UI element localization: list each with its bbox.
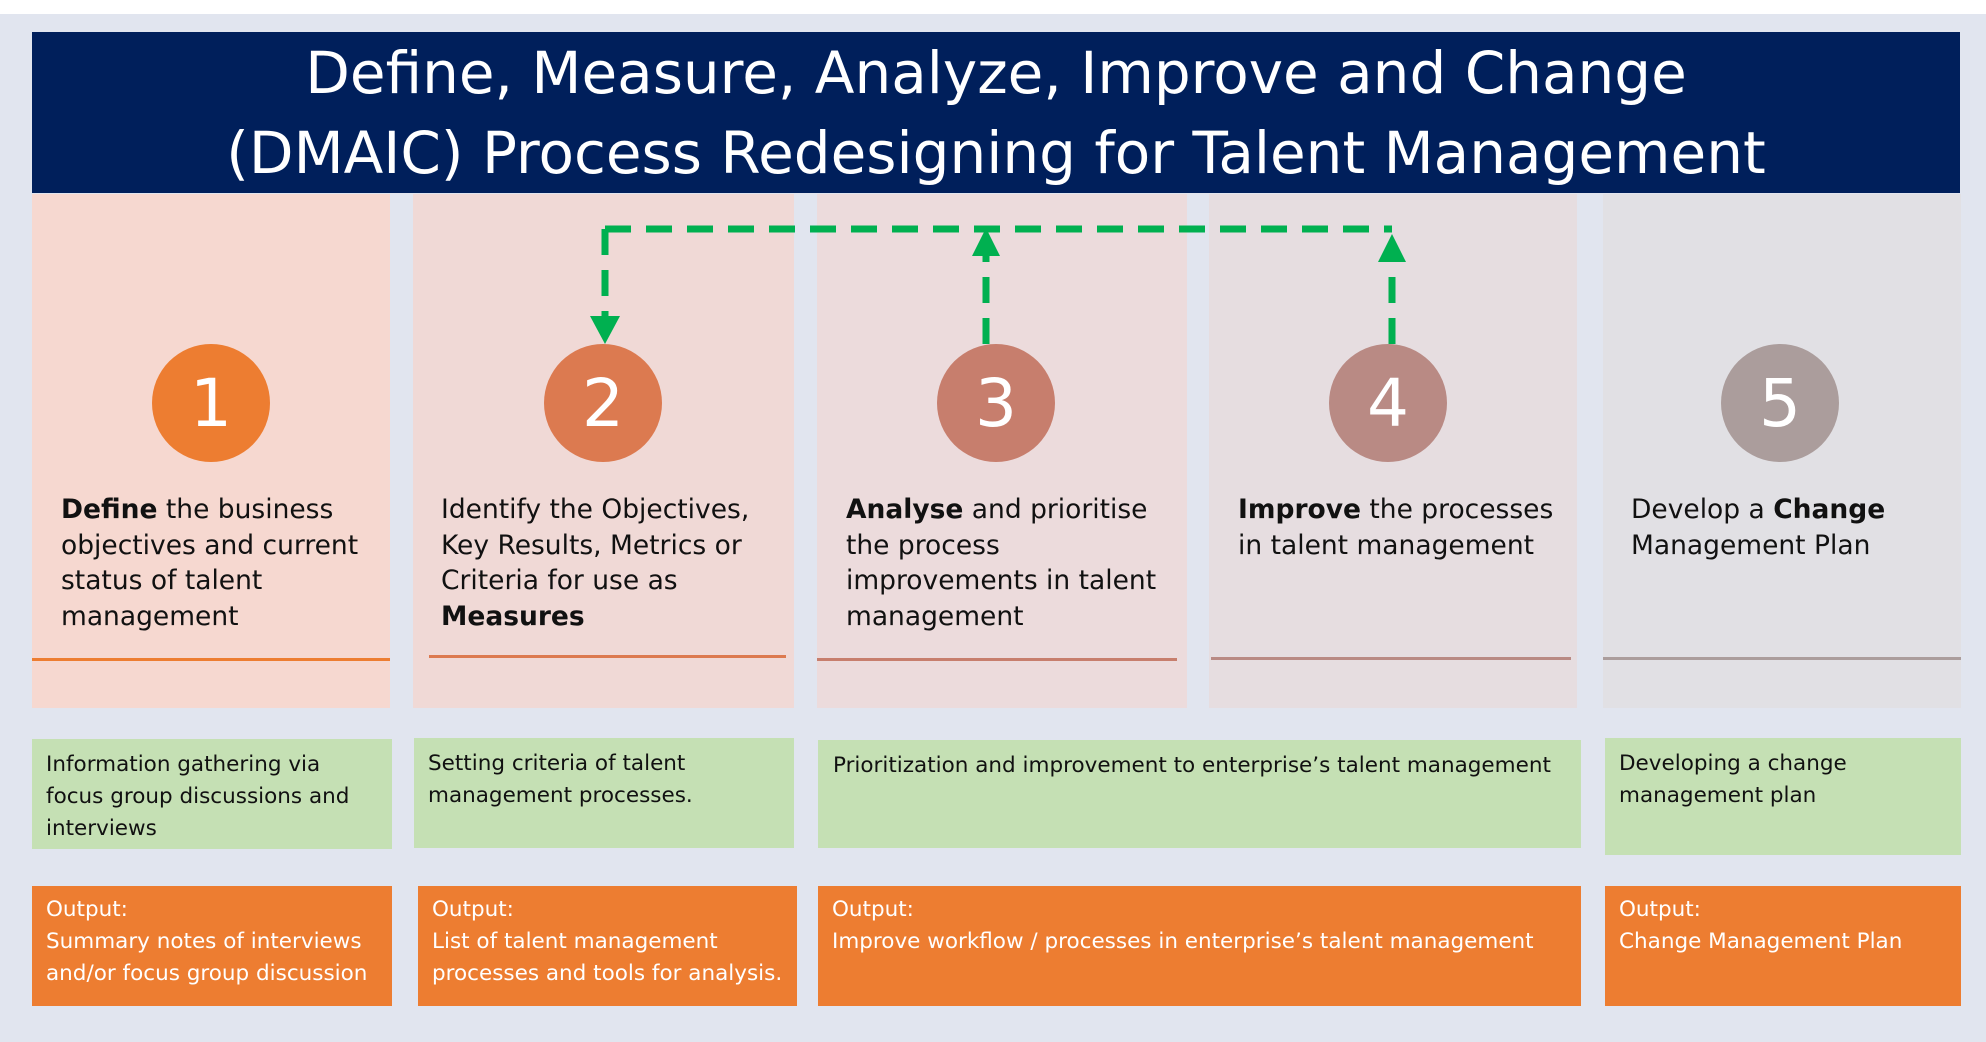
step-number-circle: 2 xyxy=(544,344,662,462)
step-number-circle: 4 xyxy=(1329,344,1447,462)
step-description-4: Improve the processes in talent manageme… xyxy=(1238,494,1554,561)
activity-box-1: Information gathering via focus group di… xyxy=(32,739,392,849)
step-description-1: Define the business objectives and curre… xyxy=(61,494,359,632)
title-line-2: (DMAIC) Process Redesigning for Talent M… xyxy=(226,118,1766,187)
output-text: Improve workflow / processes in enterpri… xyxy=(832,929,1534,954)
step-divider-3 xyxy=(817,658,1177,661)
output-box-1: Output: Summary notes of interviews and/… xyxy=(32,886,392,1006)
output-text: Change Management Plan xyxy=(1619,929,1903,954)
activity-box-2: Setting criteria of talent management pr… xyxy=(414,738,794,848)
step-divider-4 xyxy=(1211,657,1571,660)
step-divider-1 xyxy=(32,658,390,661)
step-number-circle: 3 xyxy=(937,344,1055,462)
output-text: Summary notes of interviews and/or focus… xyxy=(46,929,368,986)
output-label: Output: xyxy=(1619,897,1701,922)
output-box-2: Output: List of talent management proces… xyxy=(418,886,797,1006)
title-line-1: Define, Measure, Analyze, Improve and Ch… xyxy=(305,38,1687,107)
step-number-circle: 5 xyxy=(1721,344,1839,462)
step-divider-2 xyxy=(429,655,786,658)
output-label: Output: xyxy=(432,897,514,922)
step-number-circle: 1 xyxy=(152,344,270,462)
output-box-3: Output: Improve workflow / processes in … xyxy=(818,886,1581,1006)
output-label: Output: xyxy=(46,897,128,922)
step-description-5: Develop a Change Management Plan xyxy=(1631,494,1886,561)
step-divider-5 xyxy=(1603,657,1961,660)
activity-box-4: Developing a change management plan xyxy=(1605,738,1961,855)
output-box-4: Output: Change Management Plan xyxy=(1605,886,1961,1006)
output-label: Output: xyxy=(832,897,914,922)
title-banner: Define, Measure, Analyze, Improve and Ch… xyxy=(32,32,1960,193)
step-description-2: Identify the Objectives, Key Results, Me… xyxy=(441,494,750,632)
step-description-3: Analyse and prioritise the process impro… xyxy=(846,494,1157,632)
step-column-5: 5 xyxy=(1603,194,1961,708)
step-column-1: 1 xyxy=(32,194,390,708)
output-text: List of talent management processes and … xyxy=(432,929,783,986)
step-column-3: 3 xyxy=(817,194,1187,708)
step-column-4: 4 xyxy=(1209,194,1577,708)
activity-box-3: Prioritization and improvement to enterp… xyxy=(818,740,1581,848)
